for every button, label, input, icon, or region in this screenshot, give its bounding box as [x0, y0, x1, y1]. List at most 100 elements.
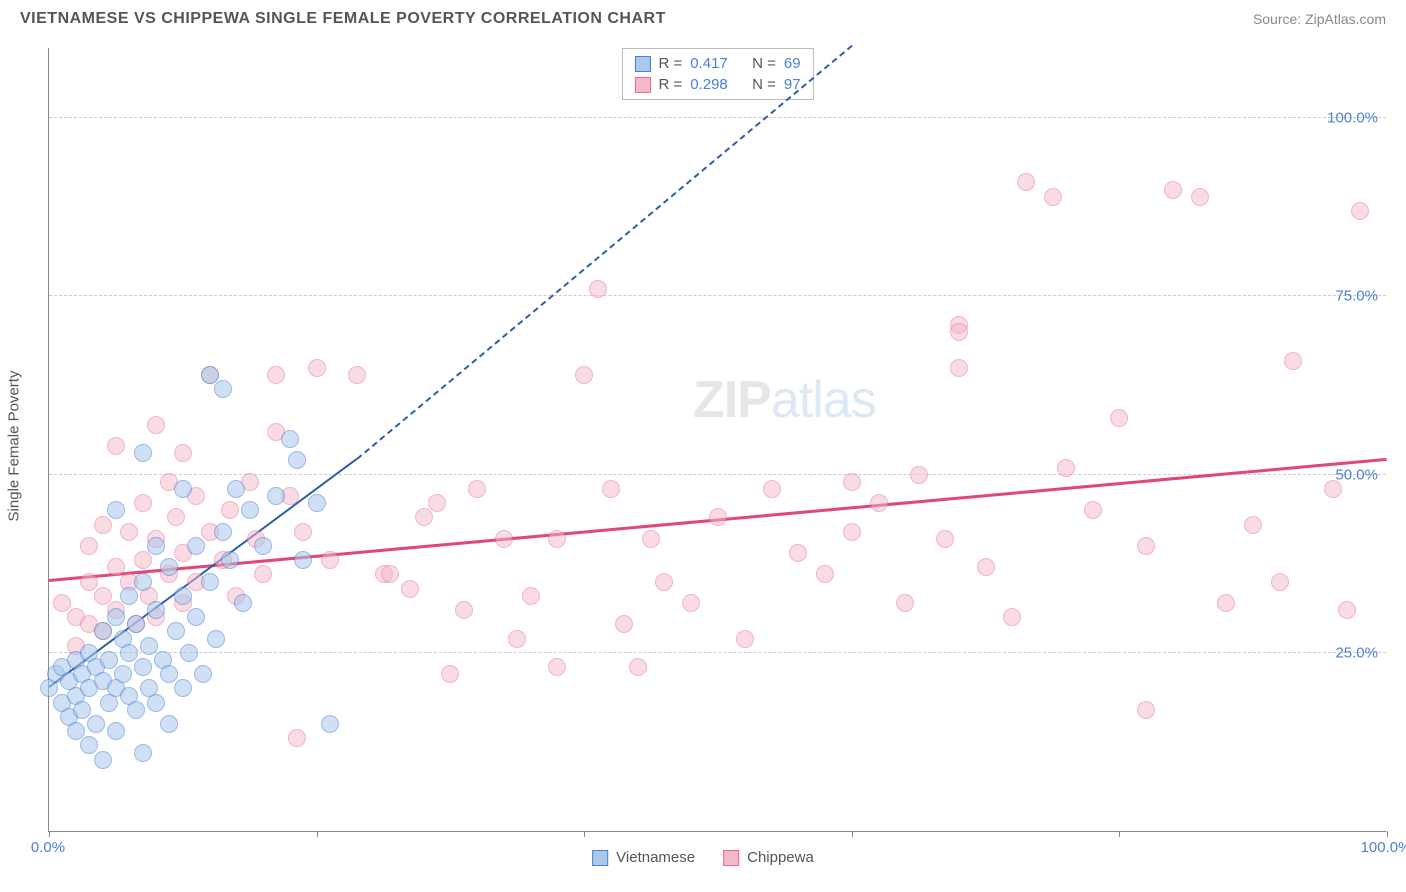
data-point-chippewa — [1271, 573, 1289, 591]
data-point-chippewa — [1110, 409, 1128, 427]
data-point-chippewa — [1351, 202, 1369, 220]
data-point-chippewa — [575, 366, 593, 384]
data-point-chippewa — [936, 530, 954, 548]
data-point-chippewa — [548, 530, 566, 548]
data-point-vietnamese — [134, 658, 152, 676]
data-point-vietnamese — [174, 587, 192, 605]
x-tick — [49, 831, 50, 837]
watermark: ZIPatlas — [693, 370, 876, 430]
data-point-vietnamese — [254, 537, 272, 555]
gridline — [49, 652, 1386, 653]
data-point-chippewa — [642, 530, 660, 548]
data-point-vietnamese — [187, 608, 205, 626]
data-point-vietnamese — [281, 430, 299, 448]
data-point-vietnamese — [160, 558, 178, 576]
chart-source: Source: ZipAtlas.com — [1253, 11, 1386, 27]
data-point-chippewa — [602, 480, 620, 498]
data-point-chippewa — [441, 665, 459, 683]
data-point-vietnamese — [134, 744, 152, 762]
data-point-vietnamese — [160, 715, 178, 733]
data-point-chippewa — [548, 658, 566, 676]
trend-line — [356, 45, 852, 460]
data-point-chippewa — [950, 323, 968, 341]
data-point-chippewa — [134, 494, 152, 512]
data-point-chippewa — [167, 508, 185, 526]
data-point-vietnamese — [321, 715, 339, 733]
data-point-chippewa — [94, 516, 112, 534]
data-point-vietnamese — [308, 494, 326, 512]
data-point-vietnamese — [214, 523, 232, 541]
data-point-chippewa — [468, 480, 486, 498]
data-point-vietnamese — [174, 480, 192, 498]
data-point-chippewa — [381, 565, 399, 583]
data-point-chippewa — [910, 466, 928, 484]
data-point-chippewa — [977, 558, 995, 576]
data-point-chippewa — [789, 544, 807, 562]
data-point-chippewa — [221, 501, 239, 519]
data-point-chippewa — [147, 416, 165, 434]
x-tick — [1387, 831, 1388, 837]
data-point-chippewa — [1284, 352, 1302, 370]
data-point-vietnamese — [80, 736, 98, 754]
data-point-chippewa — [1003, 608, 1021, 626]
data-point-vietnamese — [174, 679, 192, 697]
swatch-vietnamese-icon — [592, 850, 608, 866]
data-point-vietnamese — [73, 701, 91, 719]
y-axis-label: Single Female Poverty — [6, 371, 23, 522]
data-point-vietnamese — [114, 665, 132, 683]
data-point-chippewa — [896, 594, 914, 612]
data-point-chippewa — [843, 473, 861, 491]
data-point-chippewa — [1084, 501, 1102, 519]
data-point-vietnamese — [234, 594, 252, 612]
data-point-vietnamese — [147, 537, 165, 555]
x-tick — [584, 831, 585, 837]
swatch-chippewa — [634, 77, 650, 93]
data-point-vietnamese — [167, 622, 185, 640]
data-point-chippewa — [629, 658, 647, 676]
legend-item-vietnamese: Vietnamese — [592, 849, 695, 866]
data-point-chippewa — [1044, 188, 1062, 206]
data-point-chippewa — [1164, 181, 1182, 199]
data-point-chippewa — [709, 508, 727, 526]
data-point-chippewa — [254, 565, 272, 583]
data-point-chippewa — [267, 366, 285, 384]
y-tick-label: 75.0% — [1335, 288, 1378, 305]
data-point-vietnamese — [127, 615, 145, 633]
gridline — [49, 117, 1386, 118]
chart-title: VIETNAMESE VS CHIPPEWA SINGLE FEMALE POV… — [20, 10, 666, 28]
data-point-chippewa — [1191, 188, 1209, 206]
data-point-vietnamese — [267, 487, 285, 505]
data-point-vietnamese — [201, 573, 219, 591]
legend-row-chippewa: R = 0.298 N = 97 — [634, 74, 800, 95]
data-point-chippewa — [53, 594, 71, 612]
data-point-chippewa — [522, 587, 540, 605]
y-tick-label: 50.0% — [1335, 466, 1378, 483]
data-point-chippewa — [1324, 480, 1342, 498]
data-point-chippewa — [174, 444, 192, 462]
data-point-vietnamese — [187, 537, 205, 555]
data-point-vietnamese — [94, 622, 112, 640]
data-point-vietnamese — [100, 651, 118, 669]
data-point-vietnamese — [147, 694, 165, 712]
data-point-chippewa — [682, 594, 700, 612]
data-point-chippewa — [288, 729, 306, 747]
data-point-vietnamese — [227, 480, 245, 498]
data-point-chippewa — [1338, 601, 1356, 619]
data-point-chippewa — [655, 573, 673, 591]
data-point-chippewa — [615, 615, 633, 633]
data-point-chippewa — [1017, 173, 1035, 191]
data-point-vietnamese — [107, 608, 125, 626]
data-point-chippewa — [308, 359, 326, 377]
y-tick-label: 25.0% — [1335, 644, 1378, 661]
data-point-chippewa — [763, 480, 781, 498]
series-legend: Vietnamese Chippewa — [592, 849, 814, 866]
data-point-vietnamese — [194, 665, 212, 683]
data-point-vietnamese — [180, 644, 198, 662]
data-point-chippewa — [1137, 701, 1155, 719]
data-point-vietnamese — [147, 601, 165, 619]
data-point-chippewa — [120, 523, 138, 541]
legend-item-chippewa: Chippewa — [723, 849, 814, 866]
data-point-vietnamese — [120, 587, 138, 605]
data-point-vietnamese — [214, 380, 232, 398]
data-point-chippewa — [589, 280, 607, 298]
